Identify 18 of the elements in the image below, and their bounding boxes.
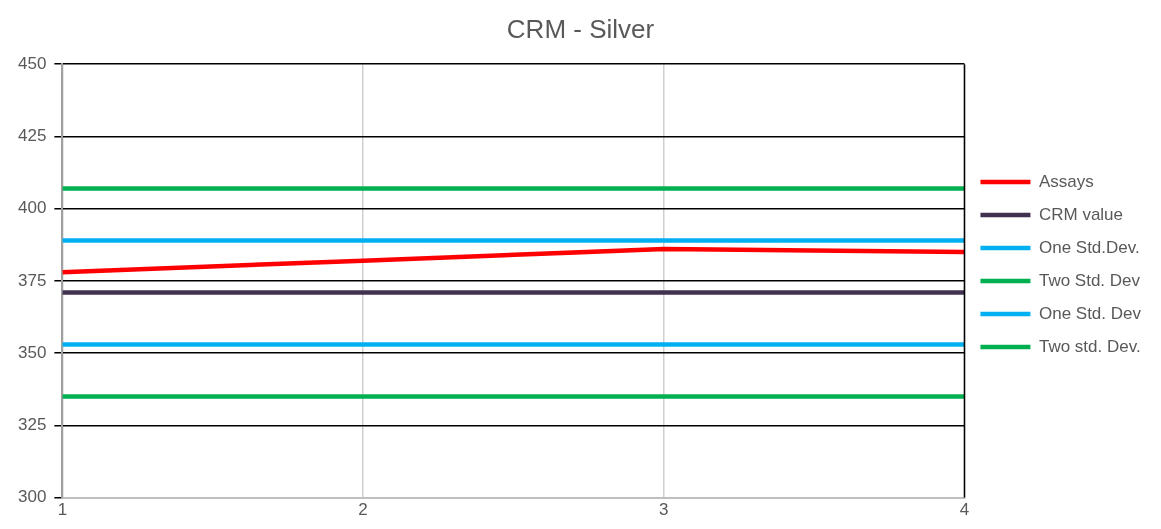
x-tick-label: 2 bbox=[358, 500, 368, 520]
chart-title: CRM - Silver bbox=[506, 13, 655, 44]
y-tick-label: 375 bbox=[17, 270, 47, 290]
y-tick-label: 450 bbox=[17, 53, 47, 73]
y-tick-label: 425 bbox=[17, 126, 47, 146]
x-tick-label: 1 bbox=[57, 500, 68, 520]
y-tick-label: 350 bbox=[17, 342, 47, 362]
legend-label: One Std. Dev bbox=[1038, 303, 1142, 323]
x-tick-label: 4 bbox=[959, 500, 970, 520]
legend-label: Assays bbox=[1038, 171, 1094, 191]
legend-label: CRM value bbox=[1038, 204, 1124, 224]
y-tick-label: 325 bbox=[17, 415, 47, 435]
legend-label: Two std. Dev. bbox=[1038, 336, 1141, 356]
y-tick-label: 300 bbox=[17, 487, 47, 507]
legend-label: Two Std. Dev bbox=[1038, 270, 1141, 290]
x-tick-label: 3 bbox=[659, 500, 669, 520]
legend-label: One Std.Dev. bbox=[1038, 237, 1140, 257]
y-tick-label: 400 bbox=[17, 198, 47, 218]
